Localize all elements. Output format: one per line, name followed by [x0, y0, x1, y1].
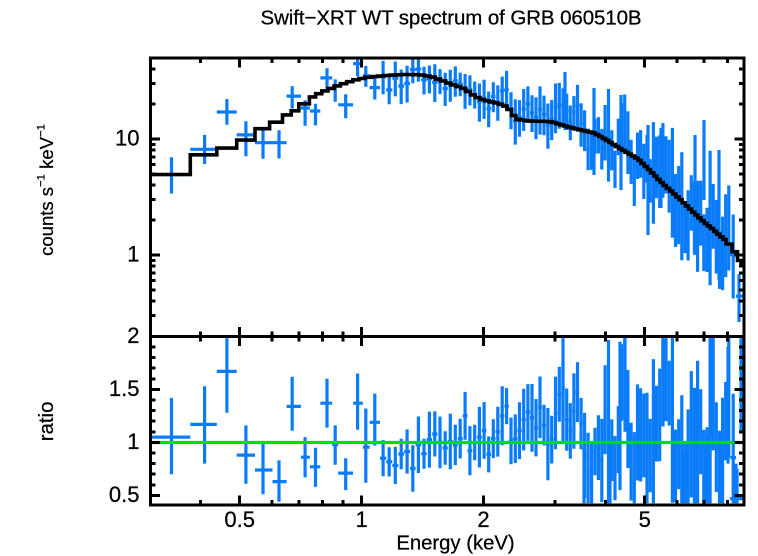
- svg-text:5: 5: [639, 507, 651, 532]
- svg-text:0.5: 0.5: [224, 507, 255, 532]
- svg-text:1: 1: [127, 429, 139, 454]
- svg-text:2: 2: [477, 507, 489, 532]
- svg-text:0.5: 0.5: [109, 482, 140, 507]
- svg-text:1.5: 1.5: [109, 376, 140, 401]
- svg-text:10: 10: [115, 126, 139, 151]
- svg-text:1: 1: [127, 242, 139, 267]
- svg-text:ratio: ratio: [36, 402, 58, 442]
- svg-text:Energy (keV): Energy (keV): [396, 533, 514, 555]
- svg-text:1: 1: [355, 507, 367, 532]
- svg-text:counts s−1 keV−1: counts s−1 keV−1: [36, 124, 58, 256]
- svg-text:2: 2: [127, 323, 139, 348]
- svg-text:Swift−XRT WT spectrum of GRB 0: Swift−XRT WT spectrum of GRB 060510B: [261, 7, 642, 30]
